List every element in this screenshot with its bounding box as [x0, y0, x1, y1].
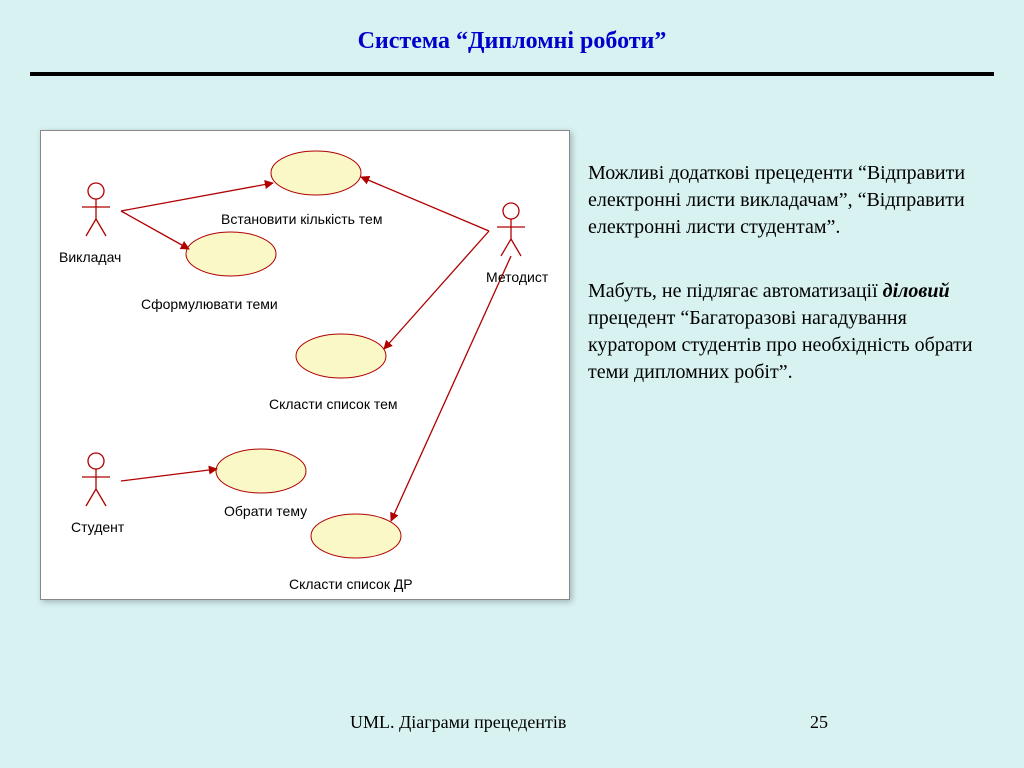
- usecase-diagram: Викладач Студент Методист Встановити кількі…: [40, 130, 570, 600]
- p2-prefix: Мабуть, не підлягає автоматизації: [588, 280, 883, 302]
- actor-label-student: Студент: [71, 519, 124, 535]
- usecase-label-set_count: Встановити кількість тем: [221, 211, 382, 227]
- usecase-label-make_list: Скласти список тем: [269, 396, 398, 412]
- page-title: Система “Дипломні роботи”: [0, 28, 1024, 55]
- footer-page-number: 25: [810, 712, 828, 733]
- actor-label-teacher: Викладач: [59, 249, 121, 265]
- usecase-label-formulate: Сформулювати теми: [141, 296, 278, 312]
- footer-caption: UML. Діаграми прецедентів: [350, 712, 566, 733]
- title-rule: [30, 72, 994, 76]
- paragraph-2: Мабуть, не підлягає автоматизації ділови…: [588, 278, 998, 386]
- p2-suffix: прецедент “Багаторазові нагадування кура…: [588, 307, 973, 383]
- slide: Система “Дипломні роботи” Викладач Студен…: [0, 0, 1024, 768]
- actor-label-methodist: Методист: [486, 269, 548, 285]
- usecase-label-choose: Обрати тему: [224, 503, 307, 519]
- p2-bold: діловий: [883, 280, 950, 302]
- usecase-label-make_dr: Скласти список ДР: [289, 576, 413, 592]
- paragraph-1: Можливі додаткові прецеденти “Відправити…: [588, 160, 998, 241]
